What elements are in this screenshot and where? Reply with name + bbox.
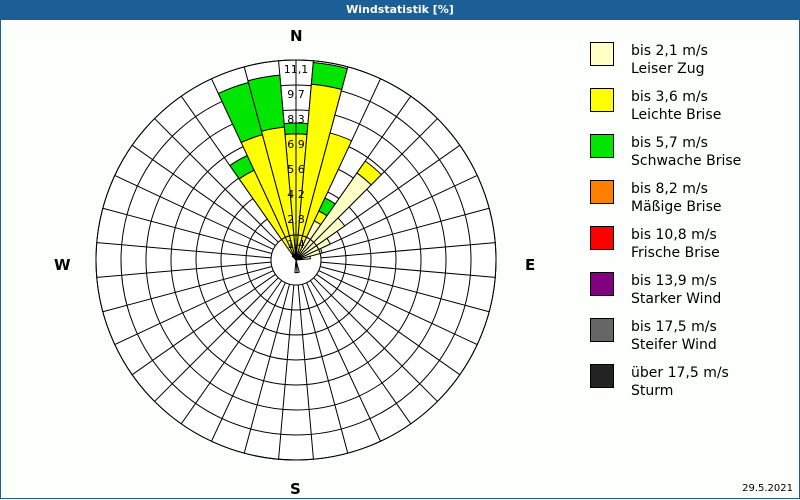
svg-text:2,8: 2,8	[287, 213, 305, 226]
svg-text:11,1: 11,1	[284, 63, 309, 76]
svg-text:9,7: 9,7	[287, 88, 305, 101]
legend-item: bis 8,2 m/s Mäßige Brise	[590, 180, 790, 226]
legend-swatch	[590, 364, 614, 388]
compass-west-label: W	[54, 256, 71, 274]
legend-item: bis 2,1 m/s Leiser Zug	[590, 42, 790, 88]
legend-swatch	[590, 226, 614, 250]
legend-item: bis 3,6 m/s Leichte Brise	[590, 88, 790, 134]
compass-east-label: E	[525, 256, 536, 274]
legend-item: bis 5,7 m/s Schwache Brise	[590, 134, 790, 180]
legend-label: Leiser Zug	[631, 61, 705, 77]
date-label: 29.5.2021	[742, 483, 793, 494]
legend-item: bis 10,8 m/s Frische Brise	[590, 226, 790, 272]
legend-item: bis 13,9 m/s Starker Wind	[590, 272, 790, 318]
legend-label: Sturm	[631, 383, 674, 399]
svg-text:5,6: 5,6	[287, 163, 305, 176]
legend-swatch	[590, 272, 614, 296]
svg-text:6,9: 6,9	[287, 138, 305, 151]
svg-text:8,3: 8,3	[287, 113, 305, 126]
legend-item: bis 17,5 m/s Steifer Wind	[590, 318, 790, 364]
legend-label: Starker Wind	[631, 291, 722, 307]
legend-swatch	[590, 42, 614, 66]
svg-text:4,2: 4,2	[287, 188, 305, 201]
legend-range: bis 17,5 m/s	[631, 319, 717, 335]
compass-south-label: S	[290, 480, 301, 498]
window-title: Windstatistik [%]	[0, 0, 800, 20]
compass-north-label: N	[290, 27, 303, 45]
legend-range: bis 8,2 m/s	[631, 181, 708, 197]
legend-swatch	[590, 180, 614, 204]
legend-range: bis 13,9 m/s	[631, 273, 717, 289]
legend-label: Schwache Brise	[631, 153, 742, 169]
legend-range: bis 5,7 m/s	[631, 135, 708, 151]
legend-range: bis 2,1 m/s	[631, 43, 708, 59]
legend-swatch	[590, 318, 614, 342]
legend-swatch	[590, 88, 614, 112]
legend-range: bis 3,6 m/s	[631, 89, 708, 105]
legend-label: Steifer Wind	[631, 337, 717, 353]
legend-range: über 17,5 m/s	[631, 365, 729, 381]
legend-label: Frische Brise	[631, 245, 720, 261]
legend-label: Leichte Brise	[631, 107, 722, 123]
legend: bis 2,1 m/s Leiser Zug bis 3,6 m/s Leichte…	[590, 42, 790, 410]
legend-swatch	[590, 134, 614, 158]
legend-label: Mäßige Brise	[631, 199, 722, 215]
legend-range: bis 10,8 m/s	[631, 227, 717, 243]
legend-item: über 17,5 m/s Sturm	[590, 364, 790, 410]
svg-text:1,4: 1,4	[287, 238, 305, 251]
